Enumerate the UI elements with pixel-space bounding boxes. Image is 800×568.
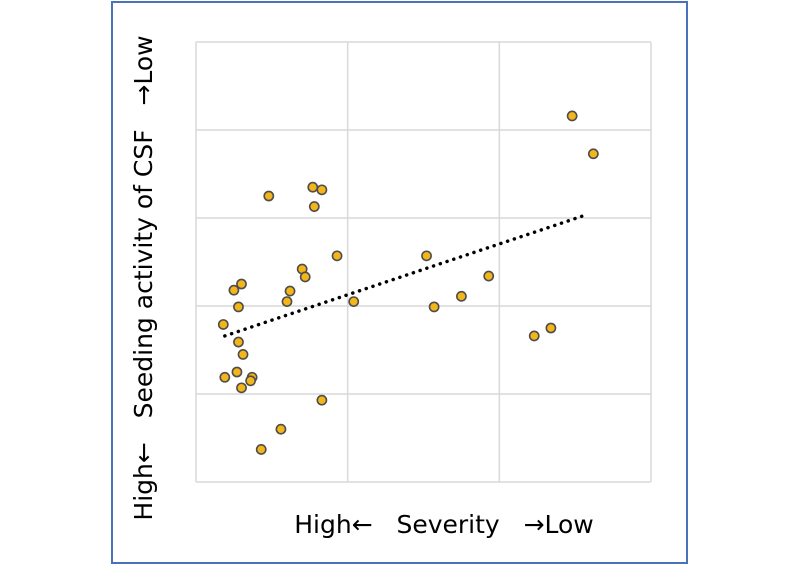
data-point bbox=[217, 319, 229, 330]
data-point bbox=[255, 444, 267, 455]
chart-frame bbox=[111, 1, 688, 564]
trendline bbox=[223, 212, 590, 338]
data-point bbox=[348, 296, 360, 307]
data-point bbox=[236, 278, 247, 290]
data-point bbox=[483, 270, 495, 282]
data-point bbox=[307, 181, 319, 193]
data-point bbox=[219, 371, 231, 383]
data-point bbox=[456, 290, 467, 302]
x-axis-label: High← Severity →Low bbox=[294, 510, 594, 539]
data-point bbox=[316, 184, 328, 196]
trendline-layer bbox=[223, 212, 590, 338]
data-point bbox=[299, 271, 311, 283]
data-point bbox=[566, 110, 578, 122]
data-point bbox=[528, 330, 540, 342]
data-point bbox=[281, 296, 293, 307]
data-point bbox=[308, 201, 320, 212]
y-axis-label: High← Seeding activity of CSF →Low bbox=[129, 35, 158, 520]
data-point bbox=[237, 348, 249, 360]
data-point bbox=[316, 394, 328, 406]
data-point bbox=[587, 148, 599, 160]
data-point bbox=[245, 375, 256, 387]
data-point bbox=[233, 301, 244, 313]
data-point bbox=[428, 301, 440, 313]
data-point bbox=[233, 336, 244, 348]
data-points bbox=[217, 110, 599, 455]
data-point bbox=[275, 423, 287, 435]
data-point bbox=[421, 250, 432, 262]
data-point bbox=[236, 382, 247, 394]
data-point bbox=[545, 322, 557, 334]
data-point bbox=[263, 190, 275, 202]
data-point bbox=[228, 284, 240, 296]
data-point bbox=[331, 250, 343, 262]
plot-grid bbox=[195, 41, 652, 483]
data-point bbox=[231, 366, 243, 378]
data-point bbox=[284, 285, 296, 297]
